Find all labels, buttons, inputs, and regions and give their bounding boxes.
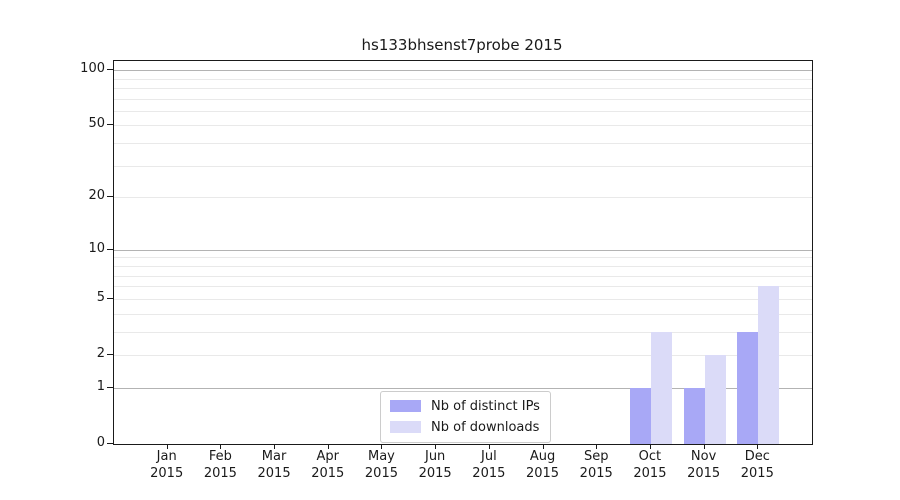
x-tick-mark — [542, 444, 544, 449]
x-tick-label: May 2015 — [364, 449, 398, 481]
x-tick-mark — [488, 444, 490, 449]
minor-gridline — [114, 275, 812, 277]
chart-title: hs133bhsenst7probe 2015 — [361, 36, 563, 54]
minor-gridline — [114, 98, 812, 100]
y-tick-label: 20 — [88, 188, 105, 204]
x-tick-label: Oct 2015 — [633, 449, 667, 481]
x-tick-label: Mar 2015 — [257, 449, 291, 481]
y-tick-label: 50 — [88, 116, 105, 132]
legend-item-distinct-ips: Nb of distinct IPs — [390, 397, 540, 415]
minor-gridline — [114, 331, 812, 333]
legend: Nb of distinct IPs Nb of downloads — [380, 391, 551, 443]
minor-gridline — [114, 197, 812, 199]
x-tick-mark — [757, 444, 759, 449]
x-tick-label: Aug 2015 — [525, 449, 560, 481]
minor-gridline — [114, 78, 812, 80]
bar — [737, 331, 759, 444]
minor-gridline — [114, 265, 812, 267]
y-tick-mark — [107, 196, 113, 198]
minor-gridline — [114, 143, 812, 145]
legend-swatch-downloads — [390, 421, 421, 433]
y-tick-label: 0 — [96, 435, 105, 450]
minor-gridline — [114, 87, 812, 89]
x-tick-label: Jul 2015 — [472, 449, 506, 481]
minor-gridline — [114, 257, 812, 259]
x-tick-label: Apr 2015 — [311, 449, 345, 481]
x-tick-mark — [649, 444, 651, 449]
y-tick-label: 100 — [80, 61, 105, 77]
y-tick-mark — [107, 69, 113, 71]
x-tick-mark — [435, 444, 437, 449]
x-tick-mark — [703, 444, 705, 449]
bar — [758, 286, 780, 444]
legend-swatch-distinct-ips — [390, 400, 421, 412]
x-tick-label: Sep 2015 — [579, 449, 613, 481]
minor-gridline — [114, 298, 812, 300]
y-tick-label: 1 — [96, 378, 105, 394]
x-tick-label: Dec 2015 — [740, 449, 774, 481]
x-tick-mark — [327, 444, 329, 449]
x-tick-label: Feb 2015 — [203, 449, 237, 481]
y-tick-mark — [107, 124, 113, 126]
x-tick-mark — [274, 444, 276, 449]
y-tick-label: 5 — [96, 289, 105, 305]
y-tick-mark — [107, 443, 113, 444]
plot-area: Nb of distinct IPs Nb of downloads — [113, 60, 813, 445]
legend-item-downloads: Nb of downloads — [390, 418, 540, 436]
y-tick-mark — [107, 297, 113, 299]
minor-gridline — [114, 125, 812, 127]
x-tick-mark — [166, 444, 168, 449]
minor-gridline — [114, 165, 812, 167]
y-tick-mark — [107, 386, 113, 388]
major-gridline — [114, 70, 812, 72]
x-tick-label: Jun 2015 — [418, 449, 452, 481]
bar — [704, 355, 726, 444]
legend-label-downloads: Nb of downloads — [431, 419, 540, 435]
y-tick-mark — [107, 353, 113, 355]
major-gridline — [114, 387, 812, 389]
minor-gridline — [114, 354, 812, 356]
x-tick-mark — [596, 444, 598, 449]
bar — [650, 331, 672, 444]
x-tick-mark — [381, 444, 383, 449]
y-tick-label: 2 — [96, 345, 105, 361]
minor-gridline — [114, 110, 812, 112]
x-tick-label: Jan 2015 — [150, 449, 184, 481]
y-tick-label: 10 — [88, 240, 105, 256]
major-gridline — [114, 249, 812, 251]
x-tick-mark — [220, 444, 222, 449]
legend-label-distinct-ips: Nb of distinct IPs — [431, 398, 540, 414]
minor-gridline — [114, 313, 812, 315]
x-tick-label: Nov 2015 — [687, 449, 721, 481]
y-tick-mark — [107, 248, 113, 250]
minor-gridline — [114, 286, 812, 288]
bar — [629, 387, 651, 444]
bar — [683, 387, 705, 444]
